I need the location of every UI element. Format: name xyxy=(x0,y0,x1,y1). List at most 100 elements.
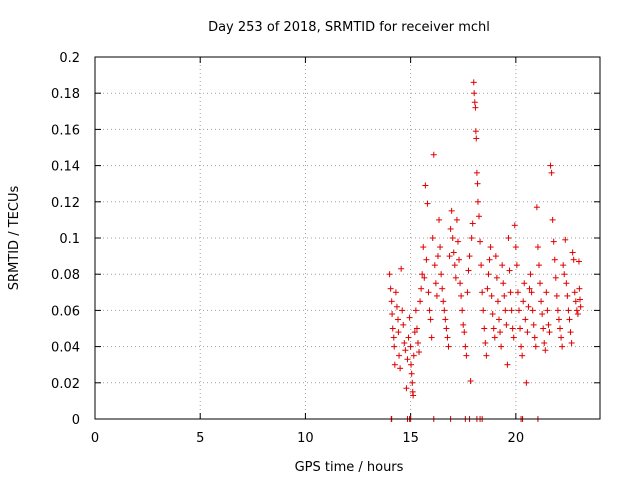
data-point xyxy=(510,334,517,341)
data-point xyxy=(499,262,506,269)
data-point xyxy=(487,244,494,251)
data-point xyxy=(497,329,504,336)
gridlines xyxy=(95,57,600,419)
data-point xyxy=(558,334,565,341)
y-tick-label: 0.12 xyxy=(51,196,80,211)
data-point xyxy=(547,162,554,169)
data-point xyxy=(517,325,524,332)
data-point xyxy=(477,238,484,245)
data-point xyxy=(429,235,436,241)
data-point xyxy=(424,200,431,207)
data-point xyxy=(544,307,551,314)
data-point xyxy=(543,289,550,296)
y-tick-label: 0.08 xyxy=(51,268,80,283)
data-point xyxy=(573,307,580,314)
data-point xyxy=(445,343,452,350)
data-point xyxy=(417,298,424,305)
data-point xyxy=(430,151,437,158)
data-point xyxy=(451,262,458,269)
y-tick-label: 0.1 xyxy=(59,232,80,247)
data-point xyxy=(388,298,395,305)
data-point xyxy=(419,271,426,278)
data-point xyxy=(554,307,561,314)
data-point xyxy=(401,339,408,346)
data-point xyxy=(471,90,478,97)
data-point xyxy=(519,352,526,359)
data-point xyxy=(500,280,507,287)
data-point xyxy=(564,292,571,299)
data-point xyxy=(395,329,402,336)
data-point xyxy=(494,298,501,305)
data-point xyxy=(545,321,552,328)
data-point xyxy=(397,365,404,372)
data-point xyxy=(422,182,429,189)
data-point xyxy=(453,216,460,223)
data-point xyxy=(537,280,544,287)
data-point xyxy=(431,262,438,269)
axis-ticks: 0 0.02 0.04 0.06 0.08 0.1 0.12 0.14 0.16 0.18 0.2 0… xyxy=(51,51,600,446)
data-point xyxy=(410,352,417,359)
data-point xyxy=(528,289,535,296)
chart-title: Day 253 of 2018, SRMTID for receiver mch… xyxy=(208,20,490,35)
data-point xyxy=(560,262,567,269)
data-point xyxy=(452,274,459,281)
y-tick-label: 0.02 xyxy=(51,377,80,392)
data-point xyxy=(454,238,461,245)
data-point xyxy=(465,267,472,274)
data-point xyxy=(482,339,489,346)
data-point xyxy=(448,207,455,214)
data-point xyxy=(420,244,427,251)
data-point xyxy=(504,361,511,368)
y-tick-label: 0.16 xyxy=(51,123,80,138)
data-point xyxy=(562,236,569,243)
data-point xyxy=(514,289,521,296)
y-tick-label: 0.04 xyxy=(51,341,80,356)
data-point xyxy=(567,329,574,336)
data-point xyxy=(414,339,421,346)
data-point xyxy=(387,285,394,292)
data-point xyxy=(444,334,451,341)
data-point xyxy=(483,352,490,359)
data-point xyxy=(466,253,473,260)
data-point xyxy=(463,352,470,359)
data-point xyxy=(443,325,450,332)
data-point xyxy=(479,289,486,296)
y-tick-label: 0 xyxy=(72,413,80,428)
data-point xyxy=(532,343,539,350)
data-point xyxy=(534,244,541,251)
data-point xyxy=(501,292,508,299)
data-point xyxy=(436,216,443,223)
data-point xyxy=(426,307,433,314)
data-point xyxy=(540,325,547,332)
data-point xyxy=(515,307,522,314)
x-axis-label: GPS time / hours xyxy=(295,460,404,475)
data-point xyxy=(559,343,566,350)
data-point xyxy=(569,249,576,256)
data-point xyxy=(485,271,492,278)
data-point xyxy=(506,267,513,274)
data-point xyxy=(447,225,454,232)
data-point xyxy=(470,79,477,86)
data-point xyxy=(512,244,519,251)
data-point xyxy=(523,379,530,386)
data-point xyxy=(541,339,548,346)
data-point xyxy=(503,321,510,328)
data-point xyxy=(478,262,485,269)
x-tick-label: 15 xyxy=(402,431,419,446)
data-point xyxy=(449,235,456,241)
data-point xyxy=(450,249,457,256)
data-point xyxy=(416,349,423,356)
data-point xyxy=(425,289,432,296)
data-point xyxy=(481,325,488,332)
data-point xyxy=(492,253,499,260)
data-point xyxy=(446,253,453,260)
data-point xyxy=(575,258,582,265)
data-point xyxy=(520,298,527,305)
y-tick-label: 0.18 xyxy=(51,87,80,102)
data-point xyxy=(439,285,446,292)
data-point xyxy=(403,385,410,392)
data-point xyxy=(489,311,496,318)
data-point xyxy=(508,307,515,314)
data-point xyxy=(552,274,559,281)
